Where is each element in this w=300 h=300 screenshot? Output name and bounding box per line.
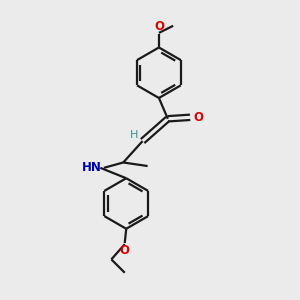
Text: HN: HN — [82, 161, 102, 174]
Text: O: O — [193, 111, 203, 124]
Text: O: O — [154, 20, 164, 33]
Text: H: H — [130, 130, 138, 140]
Text: O: O — [120, 244, 130, 257]
